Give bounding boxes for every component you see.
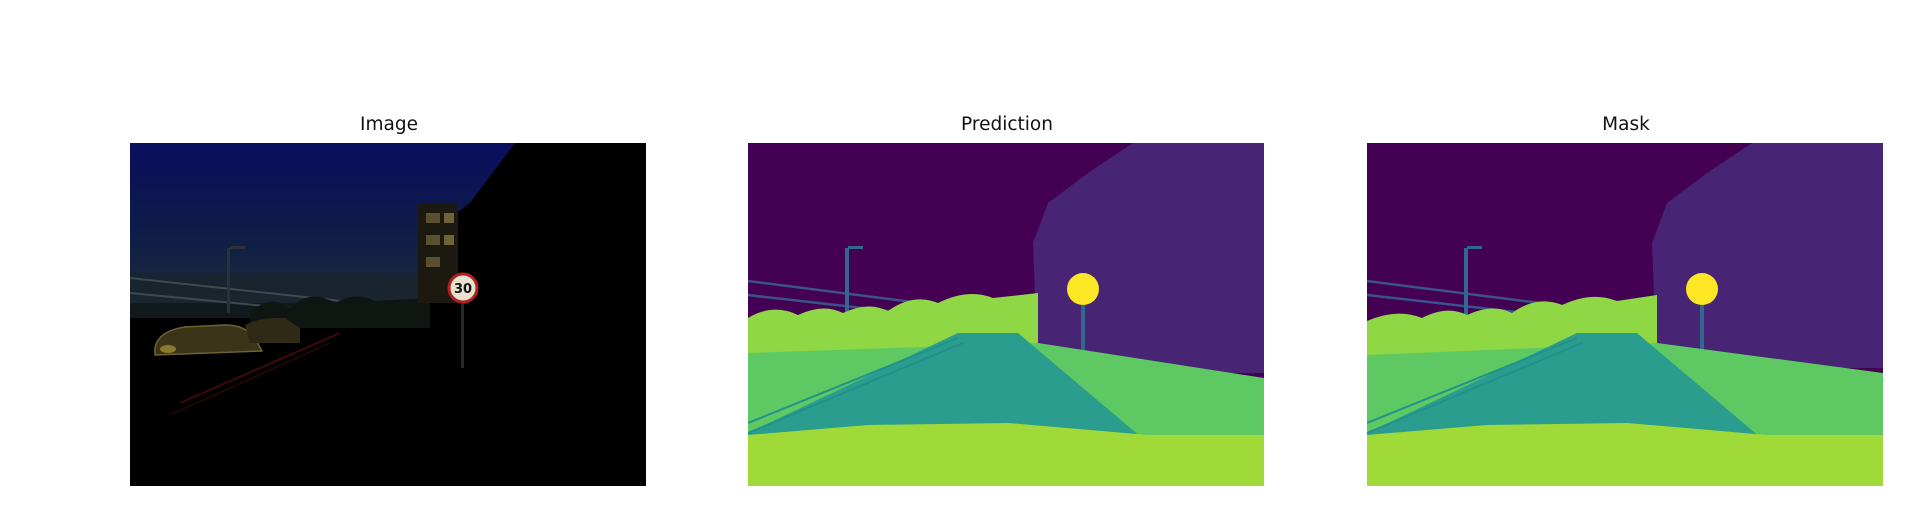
street-lamp — [227, 246, 245, 313]
road-marking-class — [1367, 337, 1583, 434]
terrain-class — [1367, 443, 1883, 486]
prediction-title: Prediction — [961, 114, 1053, 135]
mask-panel: Mask — [1367, 112, 1885, 486]
parked-cars — [154, 317, 300, 356]
image-panel: Image — [130, 112, 648, 486]
road-marking-class — [748, 337, 964, 434]
pole-class — [1464, 248, 1468, 318]
ground-truth-mask — [1367, 143, 1883, 486]
prediction-segmentation-map — [748, 143, 1264, 486]
sign-class — [1067, 273, 1099, 305]
speed-sign-text: 30 — [454, 282, 472, 297]
prediction-panel: Prediction — [748, 112, 1266, 486]
road-class — [1367, 333, 1767, 443]
road-class — [748, 333, 1148, 443]
mask-frame — [1367, 143, 1883, 486]
image-title: Image — [360, 114, 418, 135]
sign-class — [1686, 273, 1718, 305]
prediction-frame — [748, 143, 1264, 486]
tree-silhouette — [250, 296, 430, 328]
mask-title: Mask — [1602, 114, 1650, 135]
sign-pole — [461, 298, 464, 368]
terrain-class — [748, 443, 1264, 486]
pole-class — [845, 248, 849, 318]
night-street-photo: 30 — [130, 143, 646, 486]
speed-limit-sign: 30 — [447, 272, 479, 304]
building-class — [1033, 143, 1264, 373]
image-frame: 30 — [130, 143, 646, 486]
building-class — [1652, 143, 1883, 368]
